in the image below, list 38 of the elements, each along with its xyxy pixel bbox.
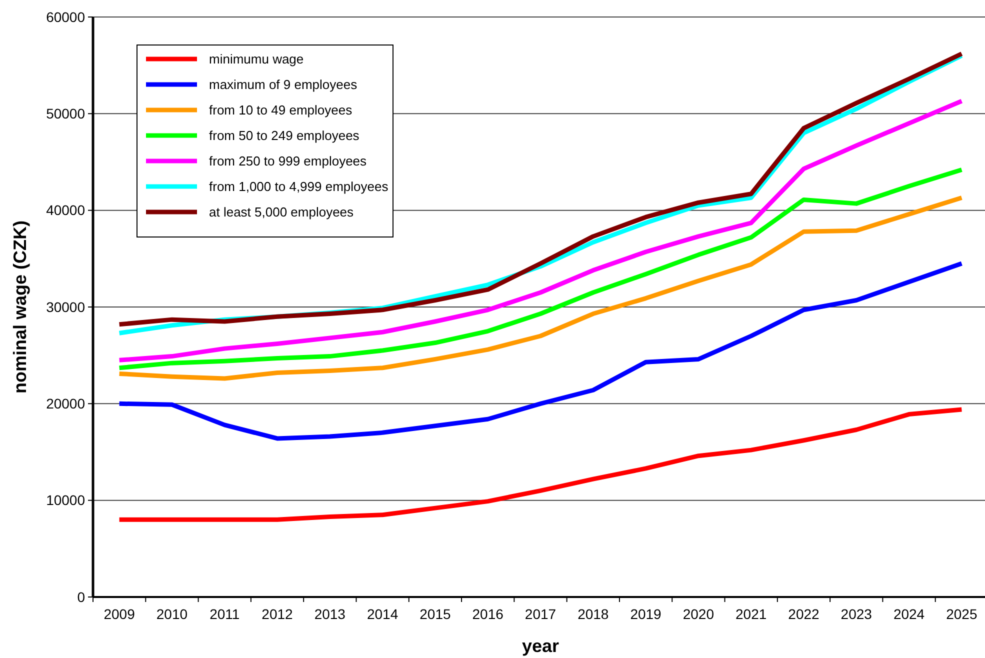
legend-label: maximum of 9 employees bbox=[209, 77, 358, 92]
x-axis-title: year bbox=[522, 636, 560, 656]
legend-label: from 1,000 to 4,999 employees bbox=[209, 179, 389, 194]
x-tick-label: 2018 bbox=[578, 606, 609, 622]
line-series bbox=[117, 261, 964, 441]
line-series bbox=[117, 196, 964, 381]
x-tick-label: 2025 bbox=[946, 606, 978, 622]
y-tick-label: 20000 bbox=[46, 396, 86, 412]
x-tick-label: 2024 bbox=[893, 606, 925, 622]
y-tick-label: 40000 bbox=[46, 202, 86, 218]
legend-label: from 50 to 249 employees bbox=[209, 128, 360, 144]
line-series bbox=[117, 98, 964, 362]
line-series bbox=[117, 167, 964, 370]
legend-label: from 10 to 49 employees bbox=[209, 102, 353, 118]
x-tick-label: 2019 bbox=[630, 606, 662, 622]
x-tick-label: 2013 bbox=[314, 606, 346, 622]
x-tick-label: 2009 bbox=[104, 606, 136, 622]
x-tick-label: 2014 bbox=[366, 606, 398, 622]
legend-label: minimumu wage bbox=[209, 52, 304, 67]
x-tick-label: 2010 bbox=[156, 606, 188, 622]
y-tick-label: 10000 bbox=[46, 492, 86, 508]
legend-label: from 250 to 999 employees bbox=[209, 154, 368, 169]
x-tick-label: 2017 bbox=[524, 606, 556, 622]
legend-label: at least 5,000 employees bbox=[209, 204, 354, 220]
x-tick-label: 2015 bbox=[420, 606, 451, 622]
y-tick-label: 50000 bbox=[46, 106, 86, 122]
y-axis-title: nominal wage (CZK) bbox=[10, 220, 30, 394]
x-tick-label: 2011 bbox=[210, 606, 240, 622]
line-series bbox=[117, 407, 964, 522]
x-tick-label: 2020 bbox=[682, 606, 714, 622]
x-tick-label: 2022 bbox=[788, 606, 820, 622]
x-tick-label: 2012 bbox=[262, 606, 294, 622]
x-tick-label: 2023 bbox=[840, 606, 872, 622]
y-tick-label: 0 bbox=[77, 588, 86, 605]
y-tick-label: 60000 bbox=[46, 8, 86, 25]
y-tick-label: 30000 bbox=[46, 298, 86, 315]
x-tick-label: 2016 bbox=[472, 606, 504, 622]
x-tick-label: 2021 bbox=[736, 606, 767, 622]
